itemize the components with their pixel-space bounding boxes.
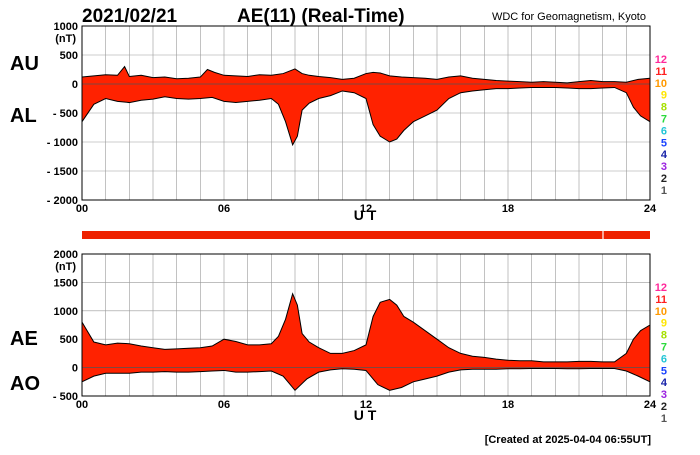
panel1-station-label: 8 xyxy=(661,102,667,114)
panel2-station-label: 9 xyxy=(661,318,667,330)
panel2-xtick-label: 18 xyxy=(502,399,514,411)
panel1-series-au xyxy=(81,65,651,84)
panel1-area-fill xyxy=(82,66,650,145)
panel2-station-label: 5 xyxy=(661,365,667,377)
panel2-ytick-label: 1500 xyxy=(54,277,78,289)
panel1-station-label: 6 xyxy=(661,125,667,137)
panel1-station-label: 4 xyxy=(661,149,668,161)
panel2-station-label: 6 xyxy=(661,353,667,365)
panel1-station-label: 2 xyxy=(661,173,667,185)
panel1-station-label: 3 xyxy=(661,161,667,173)
created-timestamp: [Created at 2025-04-04 06:55UT] xyxy=(485,434,652,446)
panel2-xtick-label: 24 xyxy=(644,399,657,411)
al-side-label: AL xyxy=(10,105,37,127)
panel1-station-label: 1 xyxy=(661,185,667,197)
panel2-station-label: 1 xyxy=(661,413,667,425)
ae-side-label: AE xyxy=(10,328,38,350)
ao-side-label: AO xyxy=(10,373,40,395)
panel2-station-label: 7 xyxy=(661,342,667,354)
panel2-xlabel: U T xyxy=(354,407,377,423)
panel1-xtick-label: 06 xyxy=(218,203,230,215)
panel1-station-label: 10 xyxy=(655,78,667,90)
panel1-ytick-label: - 500 xyxy=(53,108,78,120)
panel2-xtick-label: 06 xyxy=(218,399,230,411)
data-coverage-bar xyxy=(82,231,650,239)
panel2-station-label: 10 xyxy=(655,306,667,318)
data-coverage-gap xyxy=(602,231,604,239)
panel1-xtick-label: 18 xyxy=(502,203,514,215)
panel2-ytick-label: 1000 xyxy=(54,306,78,318)
panel1-xlabel: U T xyxy=(354,207,377,223)
panel1-ytick-label: 500 xyxy=(60,50,78,62)
panel2-plot-frame xyxy=(81,253,651,397)
panel2-station-label: 2 xyxy=(661,401,667,413)
panel1-station-label: 9 xyxy=(661,90,667,102)
panel1-xtick-label: 12 xyxy=(360,203,372,215)
panel2-ytick-label: 2000 xyxy=(54,249,78,261)
panel2-station-label: 8 xyxy=(661,330,667,342)
panel2-station-label: 12 xyxy=(655,282,667,294)
panel1-unit-label: (nT) xyxy=(55,33,76,45)
source-label: WDC for Geomagnetism, Kyoto xyxy=(492,11,646,23)
panel1-plot-frame xyxy=(81,25,651,201)
date-label: 2021/02/21 xyxy=(82,6,178,27)
panel2-station-label: 4 xyxy=(661,377,668,389)
au-side-label: AU xyxy=(10,53,39,75)
panel2-xtick-label: 12 xyxy=(360,399,372,411)
panel2-station-label: 3 xyxy=(661,389,667,401)
panel2-ytick-label: 500 xyxy=(60,334,78,346)
panel1-station-label: 12 xyxy=(655,54,667,66)
panel1-station-label: 11 xyxy=(655,66,667,78)
panel2-ytick-label: - 500 xyxy=(53,391,78,403)
panel1-station-label: 7 xyxy=(661,114,667,126)
panel2-ytick-label: 0 xyxy=(72,363,78,375)
panel1-ytick-label: 0 xyxy=(72,79,78,91)
panel2-series-ao xyxy=(81,367,651,392)
panel1-xtick-label: 24 xyxy=(644,203,657,215)
chart-title: AE(11) (Real-Time) xyxy=(237,6,405,27)
panel1-station-label: 5 xyxy=(661,137,667,149)
panel1-xtick-label: 00 xyxy=(76,203,88,215)
panel1-ytick-label: - 1000 xyxy=(47,137,78,149)
panel1-ytick-label: - 2000 xyxy=(47,195,78,207)
panel2-station-label: 11 xyxy=(655,294,667,306)
panel2-area-fill xyxy=(82,293,650,391)
panel2-series-ae xyxy=(81,292,651,363)
panel2-unit-label: (nT) xyxy=(55,261,76,273)
panel2-xtick-label: 00 xyxy=(76,399,88,411)
panel1-ytick-label: - 1500 xyxy=(47,166,78,178)
panel1-ytick-label: 1000 xyxy=(54,21,78,33)
panel1-series-al xyxy=(81,86,651,147)
